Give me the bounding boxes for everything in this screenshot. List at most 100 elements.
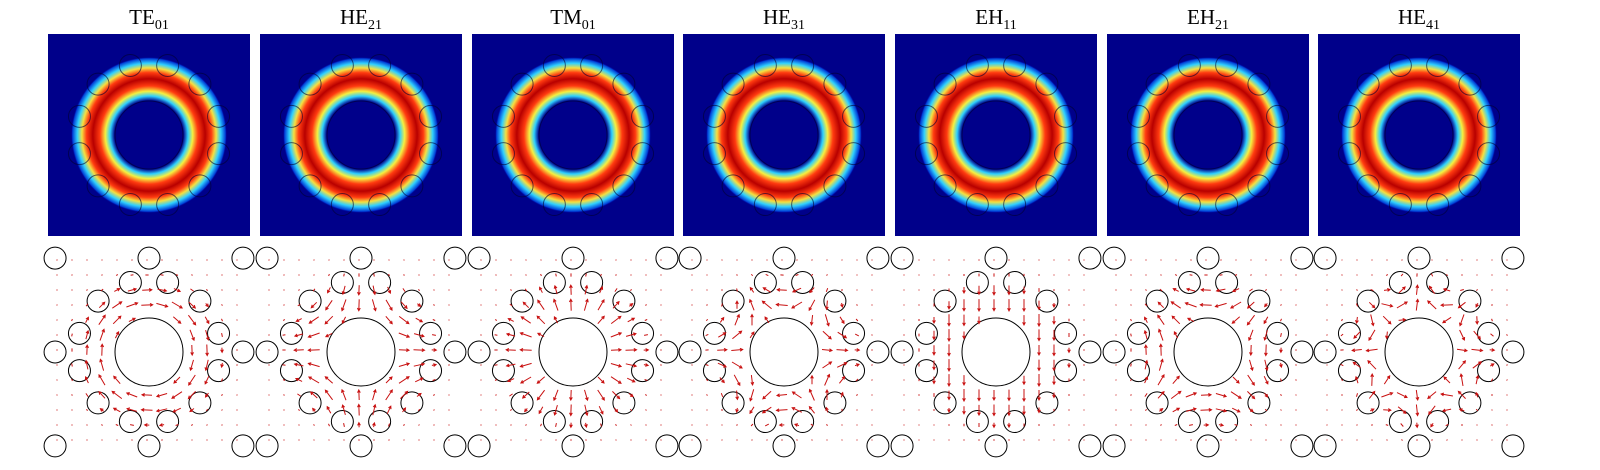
field-arrows <box>903 259 1085 441</box>
air-hole <box>419 321 443 345</box>
edge-hole <box>866 340 890 364</box>
air-hole <box>753 270 777 294</box>
air-hole <box>1145 289 1169 313</box>
edge-hole <box>137 246 161 270</box>
air-hole <box>279 142 303 166</box>
intensity-ring <box>1130 57 1286 213</box>
mode-title: TM01 <box>550 5 596 33</box>
air-hole <box>1247 72 1271 96</box>
air-hole <box>298 289 322 313</box>
field-arrows <box>480 259 662 441</box>
edge-hole <box>561 246 585 270</box>
air-hole <box>67 104 91 128</box>
air-hole <box>330 53 354 77</box>
core-hole <box>326 100 396 170</box>
air-hole <box>1477 142 1501 166</box>
edge-hole <box>1313 246 1337 270</box>
edge-hole <box>678 434 702 458</box>
edge-hole <box>43 434 67 458</box>
air-hole <box>156 410 180 434</box>
mode-name: TM <box>550 5 582 29</box>
vector-panel <box>678 246 890 458</box>
air-hole <box>1247 289 1271 313</box>
air-hole <box>491 359 515 383</box>
air-hole <box>156 53 180 77</box>
air-hole <box>1215 193 1239 217</box>
air-hole <box>118 410 142 434</box>
air-hole <box>542 193 566 217</box>
field-arrows <box>268 259 450 441</box>
air-hole <box>510 289 534 313</box>
air-hole <box>330 193 354 217</box>
air-hole <box>188 72 212 96</box>
air-hole <box>1337 104 1361 128</box>
air-hole <box>1426 410 1450 434</box>
air-hole <box>1003 53 1027 77</box>
air-hole <box>1177 410 1201 434</box>
air-hole <box>400 174 424 198</box>
air-hole <box>1035 391 1059 415</box>
core-hole <box>749 317 819 387</box>
air-hole <box>1126 359 1150 383</box>
air-hole <box>1003 193 1027 217</box>
air-hole <box>118 193 142 217</box>
air-hole <box>419 142 443 166</box>
air-hole <box>491 142 515 166</box>
air-hole <box>1003 270 1027 294</box>
mode-name: HE <box>340 5 368 29</box>
air-hole <box>702 142 726 166</box>
air-hole <box>612 289 636 313</box>
air-hole <box>1458 174 1482 198</box>
edge-hole <box>678 340 702 364</box>
air-hole <box>298 391 322 415</box>
air-hole <box>1145 72 1169 96</box>
air-hole <box>368 270 392 294</box>
edge-hole <box>678 246 702 270</box>
air-hole <box>156 193 180 217</box>
air-hole <box>1426 270 1450 294</box>
air-hole <box>842 104 866 128</box>
air-hole <box>207 142 231 166</box>
vector-panel <box>255 246 467 458</box>
mode-name: EH <box>975 5 1003 29</box>
edge-hole <box>1407 434 1431 458</box>
air-hole <box>118 53 142 77</box>
edge-hole <box>890 246 914 270</box>
air-hole <box>1388 270 1412 294</box>
edge-hole <box>890 340 914 364</box>
air-hole <box>823 72 847 96</box>
air-hole <box>1356 391 1380 415</box>
mode-subscript: 21 <box>1215 18 1229 33</box>
mode-title: TE01 <box>129 5 169 33</box>
core-hole <box>749 100 819 170</box>
core-hole <box>114 100 184 170</box>
air-hole <box>721 174 745 198</box>
air-hole <box>86 289 110 313</box>
air-hole <box>1266 321 1290 345</box>
mode-title: HE21 <box>340 5 382 33</box>
edge-hole <box>255 246 279 270</box>
air-hole <box>1035 72 1059 96</box>
air-hole <box>510 391 534 415</box>
air-hole <box>631 142 655 166</box>
field-arrows <box>56 259 238 441</box>
edge-hole <box>772 434 796 458</box>
core-hole <box>961 317 1031 387</box>
edge-hole <box>1313 434 1337 458</box>
edge-hole <box>1078 246 1102 270</box>
air-hole <box>542 270 566 294</box>
air-hole <box>823 174 847 198</box>
field-arrows <box>1115 259 1297 441</box>
edge-hole <box>1078 340 1102 364</box>
air-hole <box>1247 174 1271 198</box>
air-hole <box>791 410 815 434</box>
air-hole <box>330 270 354 294</box>
air-hole <box>188 174 212 198</box>
air-hole <box>823 289 847 313</box>
field-arrows <box>1326 259 1508 441</box>
air-hole <box>419 104 443 128</box>
air-hole <box>721 391 745 415</box>
edge-hole <box>984 434 1008 458</box>
edge-hole <box>1290 340 1314 364</box>
